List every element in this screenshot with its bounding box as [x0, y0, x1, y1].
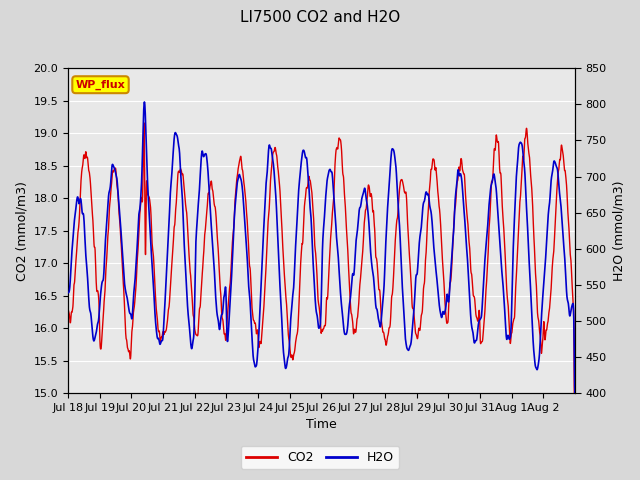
- Text: LI7500 CO2 and H2O: LI7500 CO2 and H2O: [240, 10, 400, 24]
- X-axis label: Time: Time: [306, 419, 337, 432]
- Y-axis label: CO2 (mmol/m3): CO2 (mmol/m3): [15, 181, 28, 281]
- Legend: CO2, H2O: CO2, H2O: [241, 446, 399, 469]
- Y-axis label: H2O (mmol/m3): H2O (mmol/m3): [612, 180, 625, 281]
- Text: WP_flux: WP_flux: [76, 80, 125, 90]
